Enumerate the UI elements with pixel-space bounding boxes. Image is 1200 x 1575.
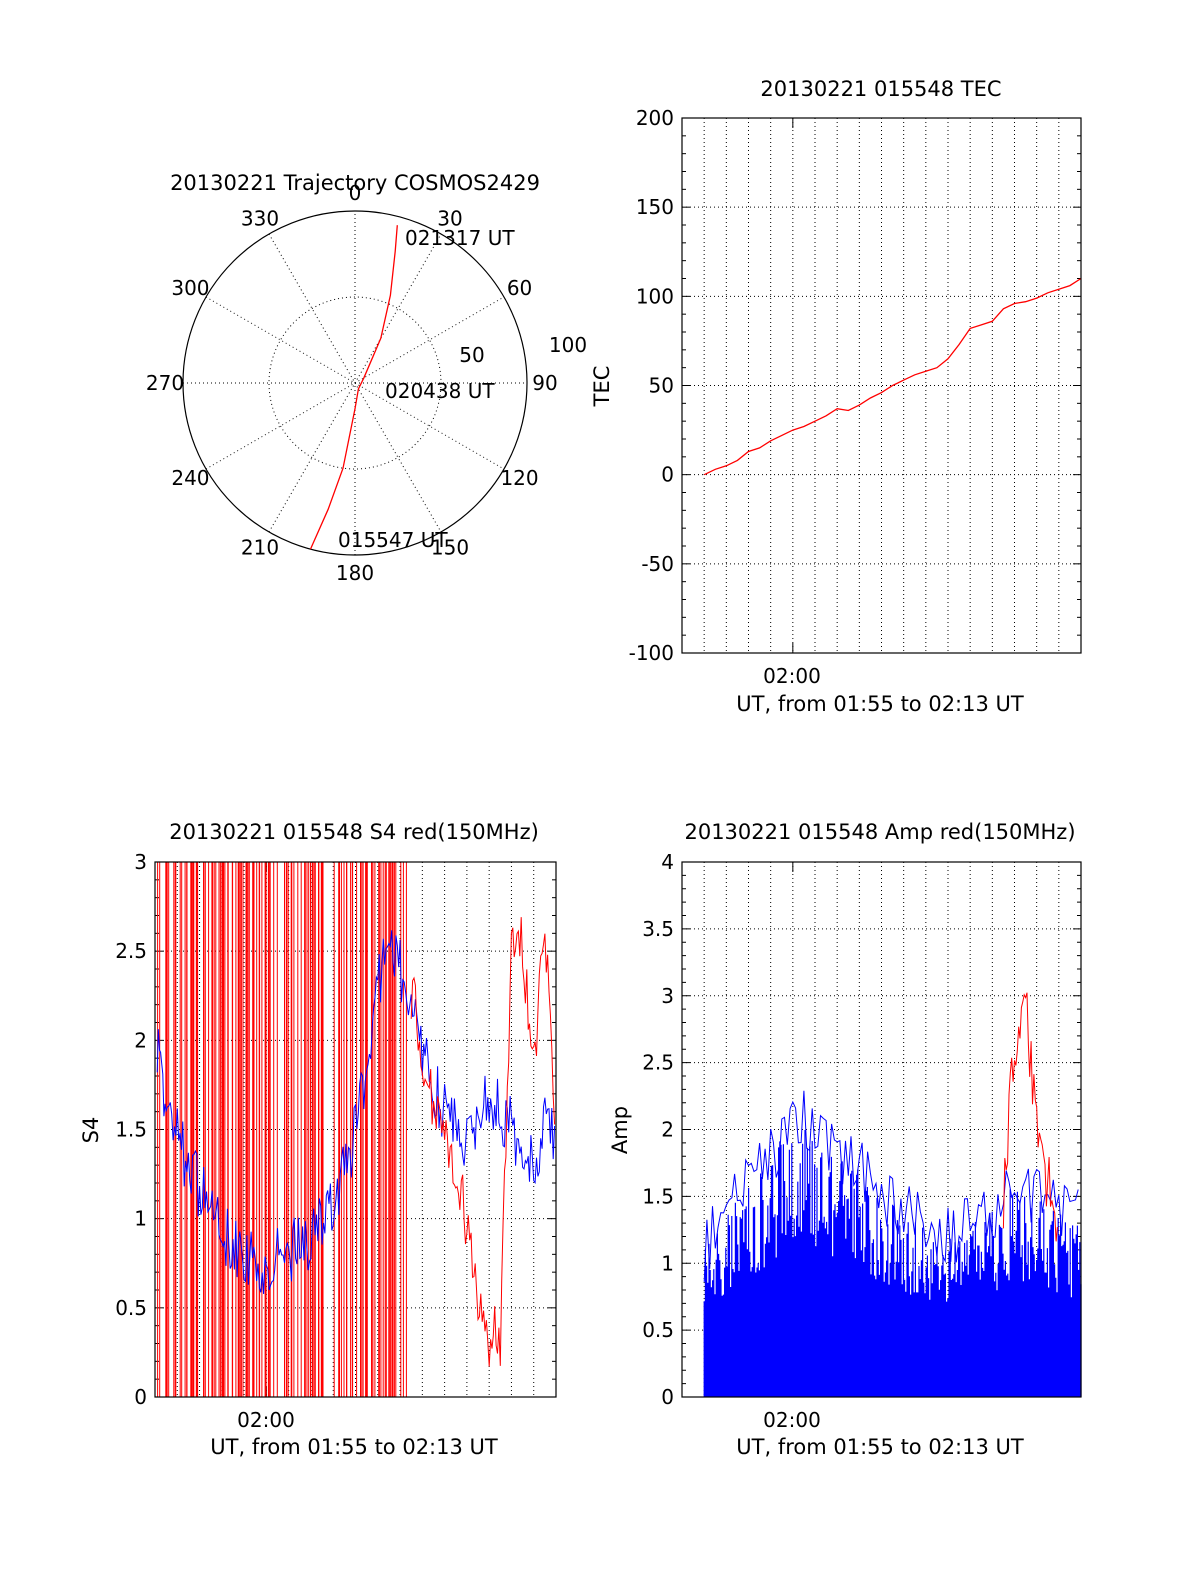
y-tick-label: 2: [661, 1118, 674, 1142]
amp-ylabel: Amp: [608, 1106, 632, 1154]
polar-azimuth-label: 300: [171, 276, 209, 300]
trajectory-start-label: 015547 UT: [338, 528, 448, 552]
y-tick-label: 0.5: [115, 1296, 147, 1320]
polar-azimuth-label: 90: [532, 371, 557, 395]
y-tick-label: -100: [629, 641, 674, 665]
polar-azimuth-label: 180: [336, 561, 374, 585]
amp-series-blue: [703, 1090, 1079, 1282]
y-tick-label: 1.5: [115, 1118, 147, 1142]
y-tick-label: 0: [661, 1385, 674, 1409]
polar-spoke: [268, 233, 442, 533]
s4-red-spikes: [157, 862, 407, 1397]
s4-title: 20130221 015548 S4 red(150MHz): [169, 820, 539, 844]
s4-series-blue: [156, 930, 556, 1295]
tec-plot: 20130221 015548 TEC 200150100500-50-100 …: [590, 77, 1082, 716]
amp-xlabel: UT, from 01:55 to 02:13 UT: [736, 1435, 1024, 1459]
y-tick-label: 200: [636, 106, 674, 130]
amp-blue-fill: [703, 1130, 1082, 1397]
polar-azimuth-label: 240: [171, 466, 209, 490]
polar-inner-ring: [268, 296, 442, 470]
s4-frame: [154, 861, 557, 1398]
polar-azimuth-label: 150: [431, 536, 469, 560]
tec-xtick-0200: 02:00: [763, 664, 821, 688]
tec-ylabel: TEC: [590, 366, 614, 408]
y-tick-label: 3.5: [642, 917, 674, 941]
polar-azimuth-label: 210: [241, 536, 279, 560]
y-tick-label: 0.5: [642, 1318, 674, 1342]
trajectory-line: [309, 225, 398, 550]
y-tick-label: 150: [636, 195, 674, 219]
s4-series-red: [410, 917, 556, 1367]
y-tick-label: 50: [649, 374, 674, 398]
polar-title: 20130221 Trajectory COSMOS2429: [170, 171, 540, 195]
s4-ylabel: S4: [79, 1117, 103, 1144]
y-tick-label: 2.5: [642, 1051, 674, 1075]
polar-radial-label-50: 50: [459, 343, 484, 367]
tec-xlabel: UT, from 01:55 to 02:13 UT: [736, 692, 1024, 716]
trajectory-mid-label: 020438 UT: [385, 379, 495, 403]
s4-xlabel: UT, from 01:55 to 02:13 UT: [210, 1435, 498, 1459]
y-tick-label: -50: [641, 552, 674, 576]
y-tick-label: 1.5: [642, 1184, 674, 1208]
y-tick-label: 2: [134, 1028, 147, 1052]
y-tick-label: 1: [661, 1251, 674, 1275]
y-tick-label: 3: [661, 984, 674, 1008]
y-tick-label: 0: [661, 463, 674, 487]
tec-frame: [681, 117, 1082, 654]
amp-plot: 20130221 015548 Amp red(150MHz) 4 3.5 3 2.5…: [608, 820, 1082, 1459]
y-tick-label: 4: [661, 850, 674, 874]
amp-frame: [681, 861, 1082, 1398]
polar-azimuth-label: 120: [500, 466, 538, 490]
polar-azimuth-label: 30: [437, 206, 462, 230]
s4-plot: 20130221 015548 S4 red(150MHz) 3 2.5 2 1.5 1…: [79, 820, 557, 1459]
y-tick-label: 2.5: [115, 939, 147, 963]
y-tick-label: 1: [134, 1207, 147, 1231]
tec-series-red: [703, 277, 1082, 476]
trajectory-end-label: 021317 UT: [405, 226, 515, 250]
polar-radial-label-100: 100: [549, 333, 587, 357]
y-tick-label: 0: [134, 1385, 147, 1409]
polar-azimuth-label: 330: [241, 206, 279, 230]
trajectory-polar-plot: 20130221 Trajectory COSMOS2429 0 30 60 90 12…: [146, 171, 587, 585]
amp-xtick-0200: 02:00: [763, 1408, 821, 1432]
polar-azimuth-label: 0: [349, 181, 362, 205]
y-tick-label: 100: [636, 284, 674, 308]
amp-series-red: [1002, 992, 1058, 1242]
y-tick-label: 3: [134, 850, 147, 874]
tec-title: 20130221 015548 TEC: [760, 77, 1001, 101]
polar-azimuth-label: 270: [146, 371, 184, 395]
s4-xtick-0200: 02:00: [237, 1408, 295, 1432]
amp-title: 20130221 015548 Amp red(150MHz): [684, 820, 1075, 844]
polar-azimuth-label: 60: [507, 276, 532, 300]
